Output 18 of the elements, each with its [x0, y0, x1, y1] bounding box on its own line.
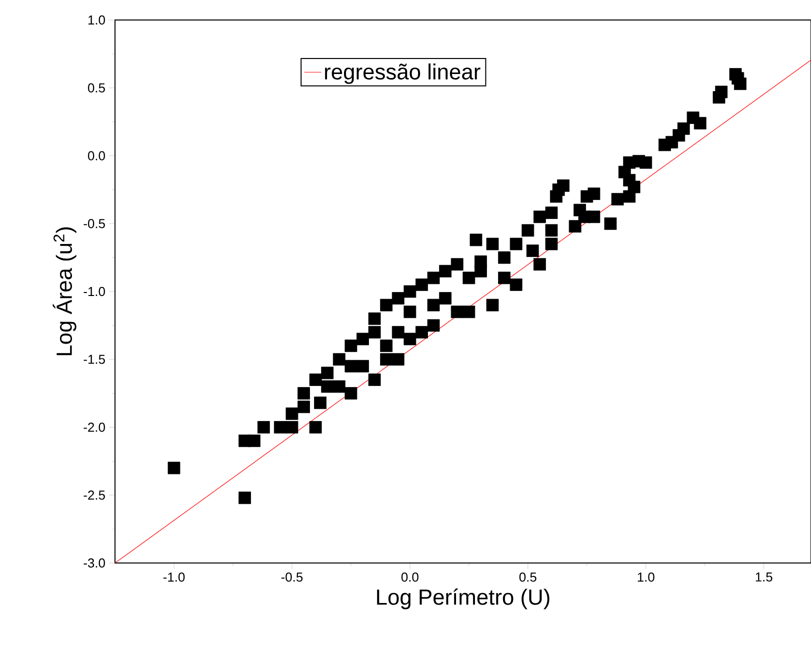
legend-label: regressão linear	[325, 63, 480, 84]
x-tick-label: 0.0	[401, 572, 418, 582]
y-tick-label: 1.0	[88, 15, 105, 25]
y-tick-label: 0.5	[88, 83, 105, 92]
y-tick-label: -0.5	[84, 219, 105, 228]
y-axis-title: Log Área (u$^{2}$)	[52, 227, 76, 356]
y-tick-label: -1.0	[84, 286, 105, 296]
y-tick-label: -2.5	[84, 490, 105, 500]
x-axis-title: Log Perímetro (U)	[377, 588, 550, 610]
x-tick-label: -1.0	[163, 572, 185, 582]
y-tick-label: -2.0	[84, 422, 105, 432]
y-tick-label: 0.0	[88, 151, 105, 160]
x-tick-label: -0.5	[281, 572, 303, 582]
y-tick-label: -3.0	[84, 558, 105, 568]
x-tick-label: 1.0	[638, 572, 654, 582]
x-tick-label: 0.5	[519, 572, 536, 582]
x-tick-label: 1.5	[756, 572, 772, 582]
y-tick-label: -1.5	[84, 354, 105, 364]
